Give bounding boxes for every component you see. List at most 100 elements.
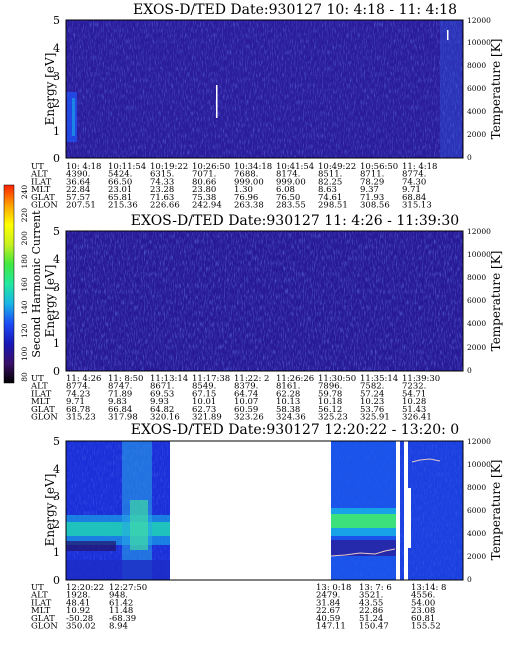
info-cell: 5424. (108, 170, 132, 180)
panel-3-frame (65, 440, 464, 581)
info-row-label: ILAT (31, 177, 52, 187)
panel-3-left-low-band (66, 560, 170, 580)
info-cell: 61.42 (109, 598, 133, 608)
panel-2-ytick-1: 1 (53, 337, 60, 350)
info-cell: 8671. (150, 382, 174, 392)
info-cell: 12:27:50 (109, 583, 147, 593)
panel-1-y2tick-5: 10000 (467, 38, 491, 47)
info-cell: 71.63 (150, 193, 174, 203)
info-cell: 325.23 (318, 413, 348, 423)
panel-2-ytick-5: 5 (53, 225, 60, 238)
info-cell: 74.30 (402, 177, 426, 187)
colorbar-tick: 220 (20, 208, 29, 223)
panel-2: EXOS-D/TED Date:930127 11: 4:26 - 11:39:… (30, 213, 503, 423)
panel-1-low-energy-core (72, 98, 75, 136)
info-row-label: UT (31, 162, 44, 172)
info-cell: 8379. (234, 382, 258, 392)
info-cell: 51.24 (359, 614, 383, 624)
info-cell: 68.84 (402, 193, 426, 203)
info-cell: 326.41 (402, 413, 432, 423)
info-cell: 23.08 (411, 606, 435, 616)
info-cell: 999.00 (234, 177, 264, 187)
info-cell: 57.24 (360, 389, 384, 399)
panel-2-y2tick-6: 12000 (467, 227, 491, 236)
colorbar-tick: 140 (20, 300, 29, 315)
info-cell: 9.71 (402, 185, 421, 195)
info-cell: 11: 4:18 (402, 162, 437, 172)
info-cell: 1.30 (234, 185, 253, 195)
colorbar-tick: 160 (20, 277, 29, 292)
panel-3-ytick-0: 0 (53, 574, 60, 587)
info-cell: 948. (109, 591, 128, 601)
panel-1-ytick-0: 0 (53, 152, 60, 165)
panel-3-ylabel: Energy [eV] (43, 474, 57, 547)
info-cell: 155.52 (411, 622, 441, 632)
info-cell: 75.38 (192, 193, 216, 203)
info-cell: 4390. (66, 170, 90, 180)
info-cell: 60.81 (411, 614, 435, 624)
panel-3-ytick-1: 1 (53, 546, 60, 559)
info-cell: -68.39 (109, 614, 136, 624)
info-cell: -50.28 (66, 614, 93, 624)
info-row-label: GLON (31, 622, 58, 632)
info-cell: 7896. (318, 382, 342, 392)
info-row-label: MLT (31, 606, 51, 616)
info-cell: 10.07 (234, 397, 258, 407)
info-cell: 4556. (411, 591, 435, 601)
info-cell: 10:19:22 (150, 162, 188, 172)
panel-3-left-band (66, 522, 170, 536)
colorbar-tick: 120 (20, 323, 29, 338)
info-cell: 54.00 (411, 598, 435, 608)
info-row-label: MLT (31, 397, 51, 407)
info-cell: 62.73 (192, 405, 216, 415)
panel-3-y2tick-1: 2000 (467, 552, 486, 561)
info-cell: 9.37 (360, 185, 379, 195)
info-cell: 315.23 (66, 413, 96, 423)
info-cell: 23.01 (108, 185, 132, 195)
info-row-label: GLON (31, 413, 58, 423)
info-cell: 22.67 (316, 606, 340, 616)
panel-1: EXOS-D/TED Date:930127 10: 4:18 - 11: 4:… (30, 2, 503, 211)
info-cell: 8174. (276, 170, 300, 180)
info-cell: 71.93 (360, 193, 384, 203)
info-cell: 74.23 (66, 389, 90, 399)
info-cell: 8774. (402, 170, 426, 180)
info-cell: 51.43 (402, 405, 426, 415)
panel-1-right-ticks: 0 2000 4000 6000 8000 10000 12000 (467, 16, 491, 162)
info-cell: 10.18 (318, 397, 342, 407)
info-cell: 10: 4:18 (66, 162, 101, 172)
info-cell: 62.28 (276, 389, 300, 399)
panel-1-spike (216, 85, 218, 118)
info-cell: 321.89 (192, 413, 222, 423)
info-cell: 11:26:26 (276, 374, 314, 384)
info-cell: 147.11 (316, 622, 346, 632)
panel-2-ytick-3: 3 (53, 281, 60, 294)
panel-2-y2tick-2: 4000 (467, 319, 486, 328)
info-cell: 10.13 (276, 397, 300, 407)
info-cell: 10:34:18 (234, 162, 272, 172)
panel-1-ytick-1: 1 (53, 125, 60, 138)
panel-2-left-ticks: 0 1 2 3 4 5 (53, 225, 60, 378)
info-cell: 8747. (108, 382, 132, 392)
info-cell: 8511. (318, 170, 342, 180)
panel-3-right-segment (330, 441, 463, 580)
panel-1-ytick-3: 3 (53, 70, 60, 83)
info-cell: 11: 8:50 (108, 374, 143, 384)
info-cell: 82.25 (318, 177, 342, 187)
info-cell: 10:56:50 (360, 162, 398, 172)
info-cell: 8161. (276, 382, 300, 392)
info-cell: 71.89 (108, 389, 132, 399)
info-cell: 999.00 (276, 177, 306, 187)
panel-1-y2label: Temperature [K] (489, 39, 503, 140)
info-cell: 9.71 (66, 397, 85, 407)
info-cell: 3521. (359, 591, 383, 601)
info-cell: 13: 7: 6 (359, 583, 392, 593)
info-cell: 74.61 (318, 193, 342, 203)
panel-3-y2tick-5: 10000 (467, 460, 491, 469)
panel-3-temperature-trace-2 (411, 458, 441, 463)
panel-2-y2tick-4: 8000 (467, 273, 486, 282)
info-row-label: UT (31, 583, 44, 593)
info-row-label: GLON (31, 201, 58, 211)
